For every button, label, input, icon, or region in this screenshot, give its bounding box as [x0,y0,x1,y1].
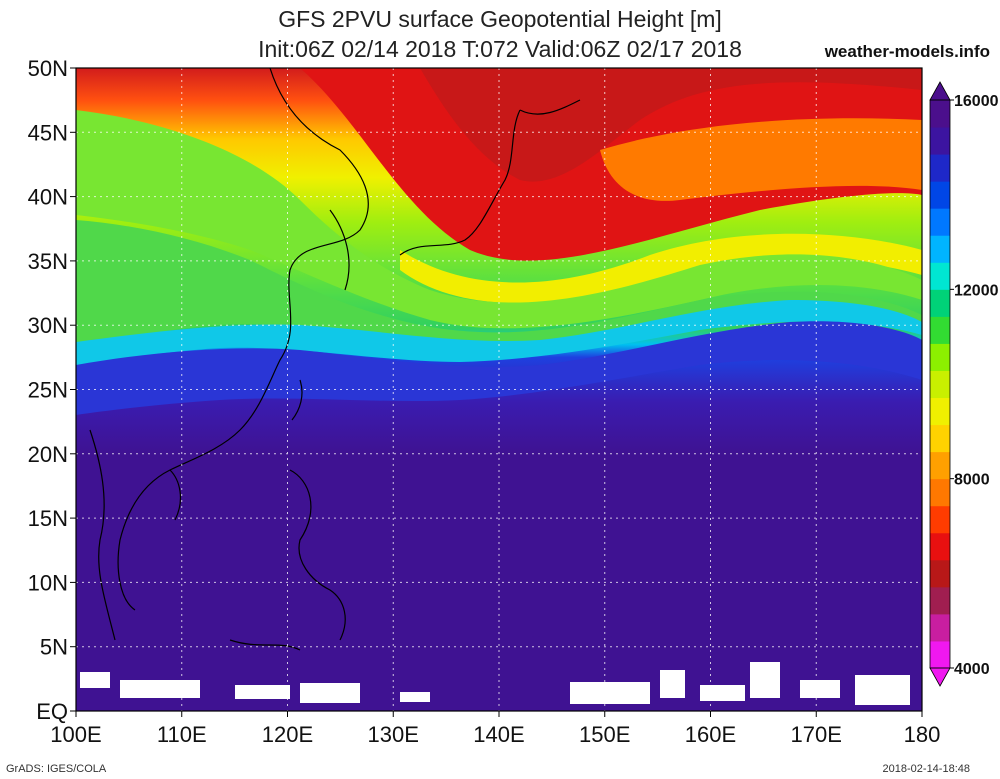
map-subtitle: Init:06Z 02/14 2018 T:072 Valid:06Z 02/1… [258,36,742,62]
lat-tick-label: 25N [28,378,68,403]
lon-tick-label: 160E [685,722,736,747]
software-credit: GrADS: IGES/COLA [6,763,107,775]
longitude-axis: 100E 110E 120E 130E 140E 150E 160E 170E 180 [50,711,940,747]
lon-tick-label: 150E [579,722,630,747]
colorbar-segment [930,127,950,155]
colorbar-segment [930,478,950,507]
lat-tick-label: 30N [28,313,68,338]
lon-tick-label: 140E [473,722,524,747]
lon-tick-label: 110E [157,722,207,747]
colorbar-segment [930,397,950,426]
colorbar-segment [930,451,950,480]
contour-band-dark-red [420,68,922,182]
colorbar-segment [930,613,950,642]
colorbar-segment [930,154,950,182]
colorbar-segment [930,559,950,588]
contour-band-orange [600,118,922,201]
colorbar-segment [930,640,950,669]
lat-tick-label: 10N [28,570,68,595]
lon-tick-label: 130E [368,722,419,747]
colorbar-segment [930,235,950,263]
colorbar-segment [930,370,950,399]
colorbar-segment [930,316,950,344]
colorbar-segment [930,208,950,236]
colorbar-tick-label: 16000 [954,93,999,110]
colorbar-min-arrow [929,667,951,687]
lon-tick-label: 180 [904,722,941,747]
latitude-axis: 50N 45N 40N 35N 30N 25N 20N 15N 10N 5N EQ [28,56,76,724]
lat-tick-label: EQ [36,699,68,724]
colorbar-tick-label: 12000 [954,282,999,299]
map-title: GFS 2PVU surface Geopotential Height [m] [278,6,722,32]
lon-tick-label: 100E [50,722,101,747]
generation-timestamp: 2018-02-14-18:48 [882,763,970,775]
colorbar-tick-label: 8000 [954,472,990,489]
lon-tick-label: 170E [791,722,842,747]
colorbar-segment [930,181,950,209]
missing-data-patches [80,662,910,705]
coastlines [89,68,581,651]
colorbar-segment [930,586,950,615]
colorbar-max-arrow [929,81,951,101]
contour-band-cyan [76,300,922,368]
contour-band-yellow [400,233,922,304]
lat-tick-label: 35N [28,249,68,274]
lat-tick-label: 20N [28,442,68,467]
colorbar-segment [930,424,950,453]
colorbar: 16000 12000 8000 4000 [929,81,999,687]
colorbar-segment [930,262,950,290]
graticule [76,68,922,711]
lat-tick-label: 45N [28,120,68,145]
lat-tick-label: 15N [28,506,68,531]
lat-tick-label: 50N [28,56,68,81]
map-plot-area [76,68,922,711]
lon-tick-label: 120E [262,722,313,747]
colorbar-segment [930,505,950,534]
colorbar-segment [930,289,950,317]
colorbar-segment [930,532,950,561]
colorbar-frame [929,99,951,669]
lat-tick-label: 40N [28,185,68,210]
source-credit: weather-models.info [824,42,990,61]
lat-tick-label: 5N [40,635,68,660]
colorbar-tick-label: 4000 [954,661,990,678]
colorbar-segment [930,343,950,371]
colorbar-segment [930,100,950,128]
